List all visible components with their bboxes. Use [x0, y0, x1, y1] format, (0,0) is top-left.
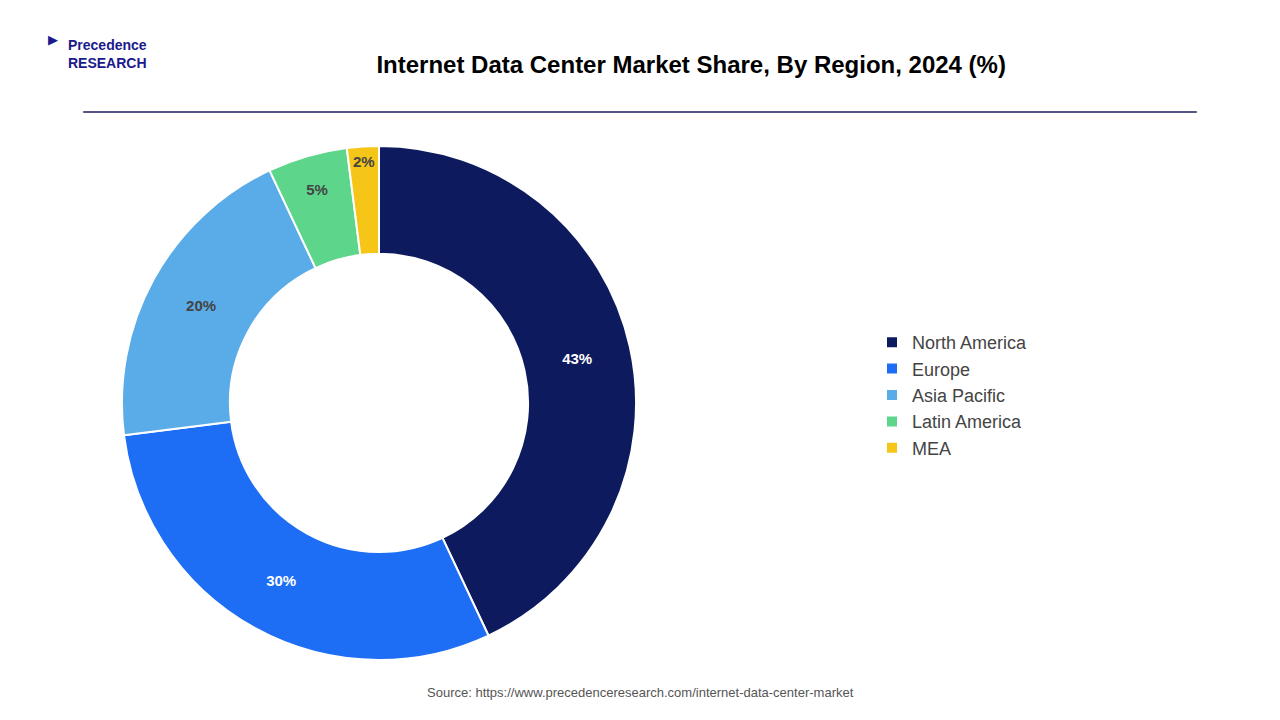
svg-text:Internet Data Center Market Sh: Internet Data Center Market Share, By Re… [376, 51, 1006, 78]
svg-text:▶: ▶ [48, 32, 58, 47]
svg-text:Asia Pacific: Asia Pacific [912, 386, 1005, 406]
svg-text:North America: North America [912, 333, 1027, 353]
svg-text:5%: 5% [306, 181, 328, 198]
svg-text:Source: https://www.precedence: Source: https://www.precedenceresearch.c… [427, 685, 854, 700]
svg-text:MEA: MEA [912, 439, 951, 459]
svg-text:43%: 43% [562, 350, 592, 367]
svg-text:20%: 20% [186, 297, 216, 314]
svg-text:30%: 30% [266, 572, 296, 589]
svg-text:Latin America: Latin America [912, 412, 1022, 432]
svg-text:PrecedenceRESEARCH: PrecedenceRESEARCH [68, 37, 147, 71]
svg-text:Europe: Europe [912, 360, 970, 380]
svg-text:2%: 2% [353, 153, 375, 170]
